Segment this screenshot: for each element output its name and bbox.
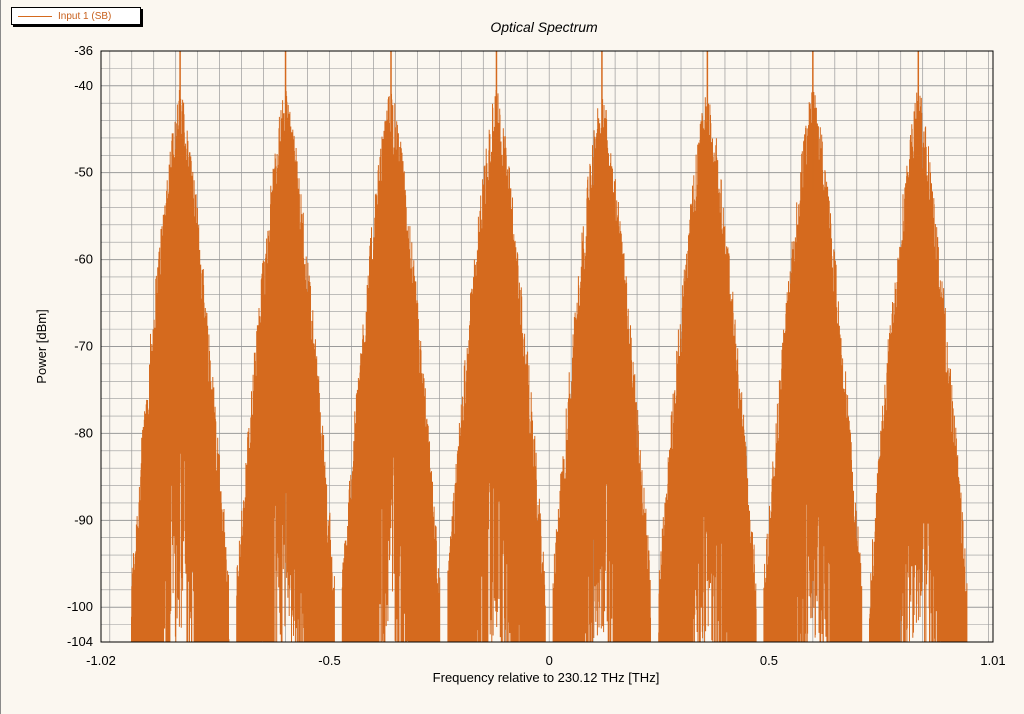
chart-title: Optical Spectrum [490,19,598,35]
x-tick-label: -0.5 [318,653,340,668]
legend[interactable]: Input 1 (SB) [11,7,141,25]
y-tick-label: -60 [74,252,93,267]
y-tick-label: -80 [74,425,93,440]
y-tick-label: -104 [67,634,93,649]
legend-label: Input 1 (SB) [58,10,112,22]
y-tick-label: -70 [74,339,93,354]
y-tick-label: -90 [74,512,93,527]
legend-swatch [18,15,52,17]
y-tick-label: -36 [74,43,93,58]
plot-frame [100,50,994,643]
x-tick-label: 0.5 [760,653,778,668]
y-axis-title: Power [dBm] [34,309,49,383]
y-axis-tick-labels: -36 -40 -50 -60 -70 -80 -90 -100 -104 [67,43,93,649]
x-tick-label: 1.01 [980,653,1005,668]
x-axis-title: Frequency relative to 230.12 THz [THz] [433,670,660,685]
x-axis-tick-labels: -1.02 -0.5 0 0.5 1.01 [86,653,1005,668]
y-tick-label: -40 [74,78,93,93]
y-tick-label: -50 [74,165,93,180]
y-tick-label: -100 [67,599,93,614]
spectrum-trace [131,86,968,642]
x-tick-label: -1.02 [86,653,116,668]
spectrum-trace-layer [131,51,968,642]
x-tick-label: 0 [546,653,553,668]
